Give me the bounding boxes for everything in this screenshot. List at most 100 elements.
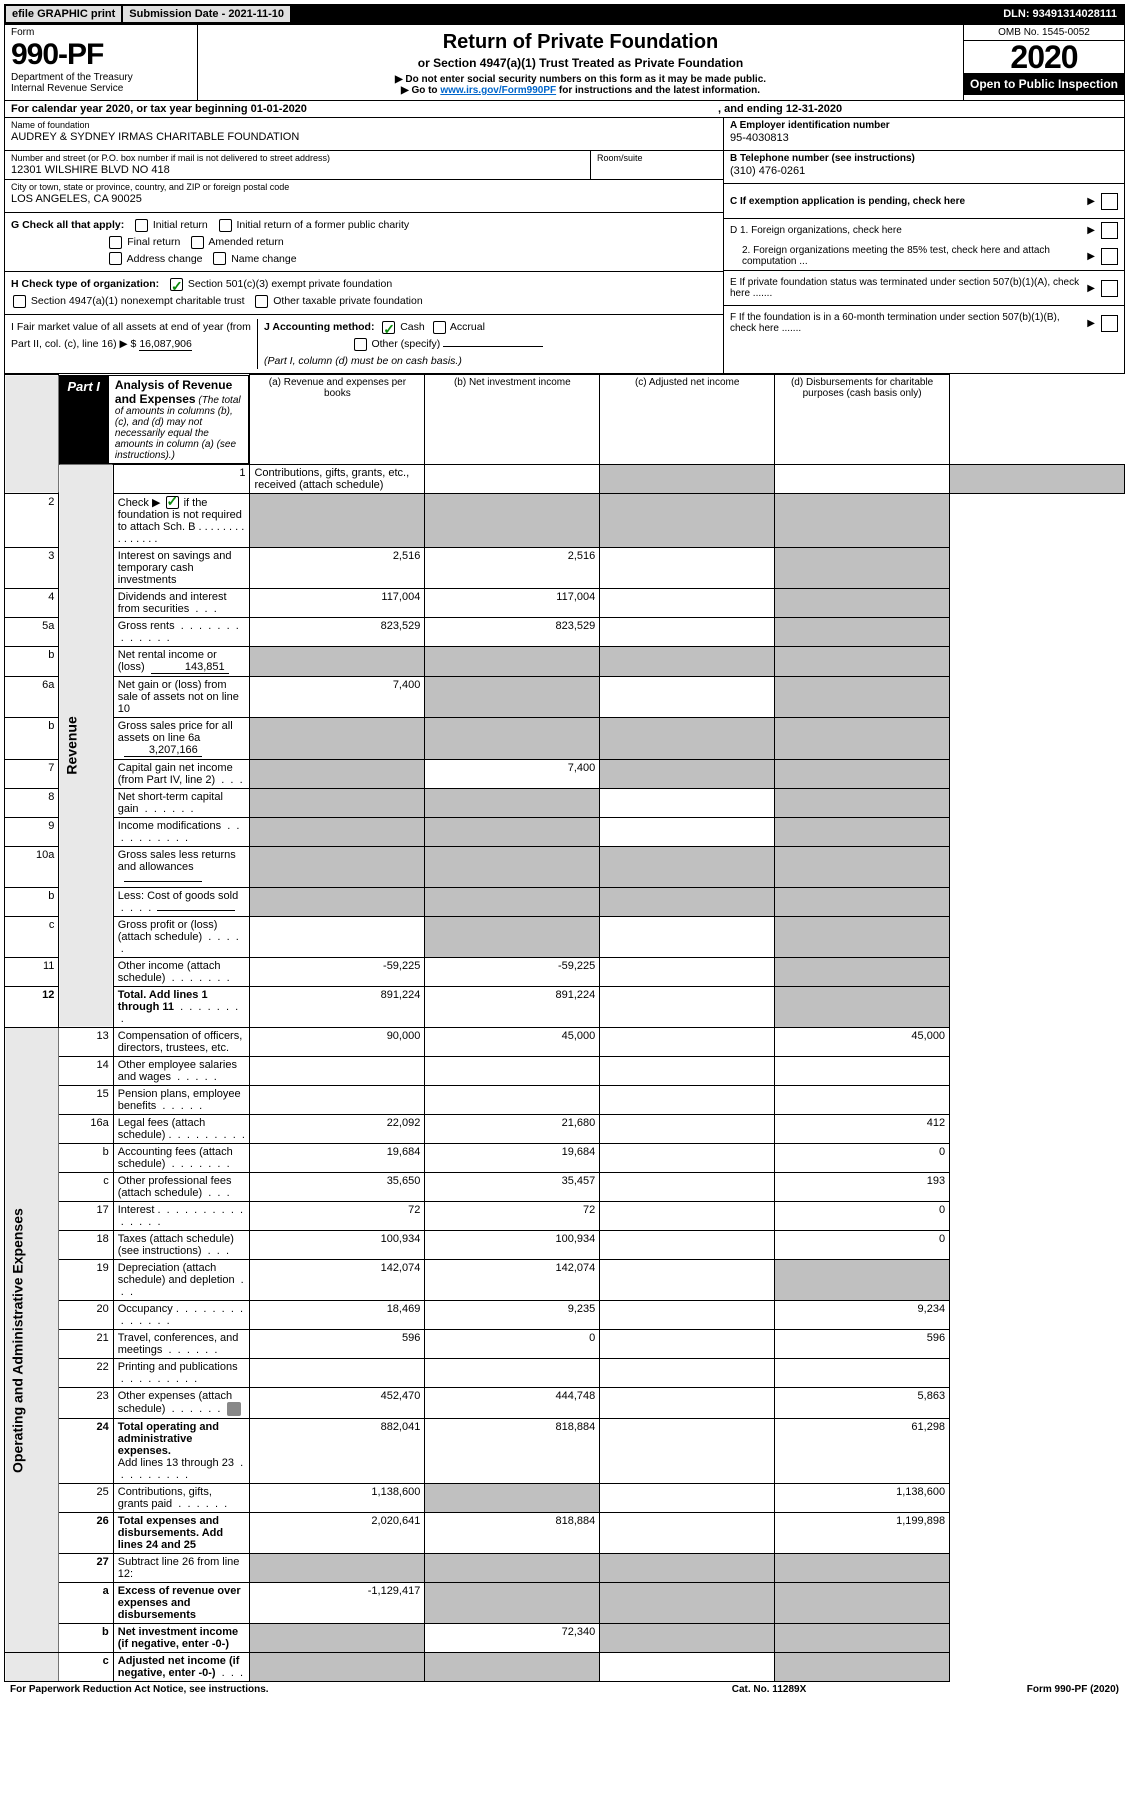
checkbox-accrual[interactable] — [433, 321, 446, 334]
table-row: 18Taxes (attach schedule) (see instructi… — [5, 1231, 1125, 1260]
table-row: bAccounting fees (attach schedule) . . .… — [5, 1144, 1125, 1173]
checkbox-85pct-test[interactable] — [1101, 248, 1118, 265]
phone-value: (310) 476-0261 — [730, 164, 1118, 177]
table-row: 17Interest . . . . . . . . . . . . . . .… — [5, 1202, 1125, 1231]
part-1-table: Part I Analysis of Revenue and Expenses … — [4, 374, 1125, 1682]
attachment-icon[interactable] — [227, 1402, 241, 1416]
table-row: 26Total expenses and disbursements. Add … — [5, 1513, 1125, 1554]
entity-info: Name of foundation AUDREY & SYDNEY IRMAS… — [4, 118, 1125, 374]
table-row: 23Other expenses (attach schedule) . . .… — [5, 1388, 1125, 1419]
instructions-link[interactable]: www.irs.gov/Form990PF — [440, 85, 556, 96]
ein-value: 95-4030813 — [730, 131, 1118, 144]
form-subtitle: or Section 4947(a)(1) Trust Treated as P… — [202, 56, 959, 70]
table-row: bGross sales price for all assets on lin… — [5, 718, 1125, 760]
table-row: 27Subtract line 26 from line 12: — [5, 1554, 1125, 1583]
table-row: 7Capital gain net income (from Part IV, … — [5, 760, 1125, 789]
street: 12301 WILSHIRE BLVD NO 418 — [11, 163, 584, 176]
table-row: 16aLegal fees (attach schedule) . . . . … — [5, 1115, 1125, 1144]
cash-basis-note: (Part I, column (d) must be on cash basi… — [264, 355, 462, 367]
city-label: City or town, state or province, country… — [11, 182, 717, 192]
col-c-header: (c) Adjusted net income — [600, 375, 775, 465]
checkbox-60month[interactable] — [1101, 315, 1118, 332]
form-footer-label: Form 990-PF (2020) — [919, 1684, 1119, 1695]
table-row: 11Other income (attach schedule) . . . .… — [5, 958, 1125, 987]
checkbox-cash[interactable] — [382, 321, 395, 334]
table-row: 9Income modifications . . . . . . . . . … — [5, 818, 1125, 847]
net-rental-inline: 143,851 — [151, 661, 229, 674]
form-header: Form 990-PF Department of the Treasury I… — [4, 24, 1125, 101]
checkbox-other-method[interactable] — [354, 338, 367, 351]
table-row: cOther professional fees (attach schedul… — [5, 1173, 1125, 1202]
part-1-label: Part I — [59, 375, 108, 464]
table-row: 3Interest on savings and temporary cash … — [5, 548, 1125, 589]
table-row: cGross profit or (loss) (attach schedule… — [5, 917, 1125, 958]
calendar-year-row: For calendar year 2020, or tax year begi… — [4, 101, 1125, 118]
table-row: 25Contributions, gifts, grants paid . . … — [5, 1484, 1125, 1513]
table-row: bNet investment income (if negative, ent… — [5, 1624, 1125, 1653]
efile-badge: efile GRAPHIC print — [6, 6, 121, 22]
section-h: H Check type of organization: Section 50… — [5, 272, 723, 315]
header-note-1: ▶ Do not enter social security numbers o… — [395, 74, 766, 85]
table-row: 20Occupancy . . . . . . . . . . . . . . … — [5, 1301, 1125, 1330]
table-row: 19Depreciation (attach schedule) and dep… — [5, 1260, 1125, 1301]
section-g: G Check all that apply: Initial return I… — [5, 213, 723, 272]
phone-label: B Telephone number (see instructions) — [730, 153, 915, 164]
ein-label: A Employer identification number — [730, 120, 890, 131]
exemption-pending-label: C If exemption application is pending, c… — [730, 196, 1085, 207]
page-footer: For Paperwork Reduction Act Notice, see … — [4, 1682, 1125, 1697]
checkbox-501c3[interactable] — [170, 278, 183, 291]
form-number: 990-PF — [11, 38, 191, 72]
col-a-header: (a) Revenue and expenses per books — [250, 375, 425, 465]
checkbox-initial-former[interactable] — [219, 219, 232, 232]
form-label: Form — [11, 27, 191, 38]
foundation-name: AUDREY & SYDNEY IRMAS CHARITABLE FOUNDAT… — [11, 130, 717, 143]
checkbox-address-change[interactable] — [109, 252, 122, 265]
table-row: Operating and Administrative Expenses 13… — [5, 1028, 1125, 1057]
tax-year: 2020 — [964, 41, 1124, 73]
table-row: 6aNet gain or (loss) from sale of assets… — [5, 677, 1125, 718]
table-row: 10aGross sales less returns and allowanc… — [5, 847, 1125, 888]
room-label: Room/suite — [597, 153, 717, 163]
catalog-number: Cat. No. 11289X — [619, 1684, 919, 1695]
dept-line-2: Internal Revenue Service — [11, 83, 191, 94]
table-row: aExcess of revenue over expenses and dis… — [5, 1583, 1125, 1624]
gross-sales-inline: 3,207,166 — [124, 744, 202, 757]
city-state-zip: LOS ANGELES, CA 90025 — [11, 192, 717, 205]
checkbox-4947a1[interactable] — [13, 295, 26, 308]
dln-badge: DLN: 93491314028111 — [997, 6, 1123, 22]
top-bar: efile GRAPHIC print Submission Date - 20… — [4, 4, 1125, 24]
dept-line-1: Department of the Treasury — [11, 72, 191, 83]
table-row: 22Printing and publications . . . . . . … — [5, 1359, 1125, 1388]
table-row: 12Total. Add lines 1 through 11 . . . . … — [5, 987, 1125, 1028]
street-label: Number and street (or P.O. box number if… — [11, 153, 584, 163]
open-to-public: Open to Public Inspection — [964, 73, 1124, 95]
checkbox-exemption-pending[interactable] — [1101, 193, 1118, 210]
table-row: 5aGross rents . . . . . . . . . . . . . … — [5, 618, 1125, 647]
table-row: Revenue 1 Contributions, gifts, grants, … — [5, 464, 1125, 493]
checkbox-other-taxable[interactable] — [255, 295, 268, 308]
paperwork-notice: For Paperwork Reduction Act Notice, see … — [10, 1684, 619, 1695]
table-row: cAdjusted net income (if negative, enter… — [5, 1653, 1125, 1682]
table-row: 21Travel, conferences, and meetings . . … — [5, 1330, 1125, 1359]
checkbox-terminated[interactable] — [1101, 280, 1118, 297]
col-d-header: (d) Disbursements for charitable purpose… — [775, 375, 950, 465]
checkbox-schb-not-required[interactable] — [166, 496, 179, 509]
checkbox-final-return[interactable] — [109, 236, 122, 249]
submission-date-badge: Submission Date - 2021-11-10 — [123, 6, 290, 22]
checkbox-foreign-org[interactable] — [1101, 222, 1118, 239]
table-row: 24Total operating and administrative exp… — [5, 1419, 1125, 1484]
col-b-header: (b) Net investment income — [425, 375, 600, 465]
table-row: 8Net short-term capital gain . . . . . . — [5, 789, 1125, 818]
fmv-value: 16,087,906 — [139, 338, 192, 351]
checkbox-amended-return[interactable] — [191, 236, 204, 249]
checkbox-name-change[interactable] — [213, 252, 226, 265]
table-row: 4Dividends and interest from securities … — [5, 589, 1125, 618]
revenue-side-label: Revenue — [59, 464, 113, 1028]
table-row: 14Other employee salaries and wages . . … — [5, 1057, 1125, 1086]
expenses-side-label: Operating and Administrative Expenses — [5, 1028, 59, 1653]
table-row: bNet rental income or (loss)143,851 — [5, 647, 1125, 677]
table-row: bLess: Cost of goods sold . . . . — [5, 888, 1125, 917]
checkbox-initial-return[interactable] — [135, 219, 148, 232]
section-i-j: I Fair market value of all assets at end… — [5, 315, 723, 373]
table-row: 2 Check ▶ if the foundation is not requi… — [5, 493, 1125, 548]
